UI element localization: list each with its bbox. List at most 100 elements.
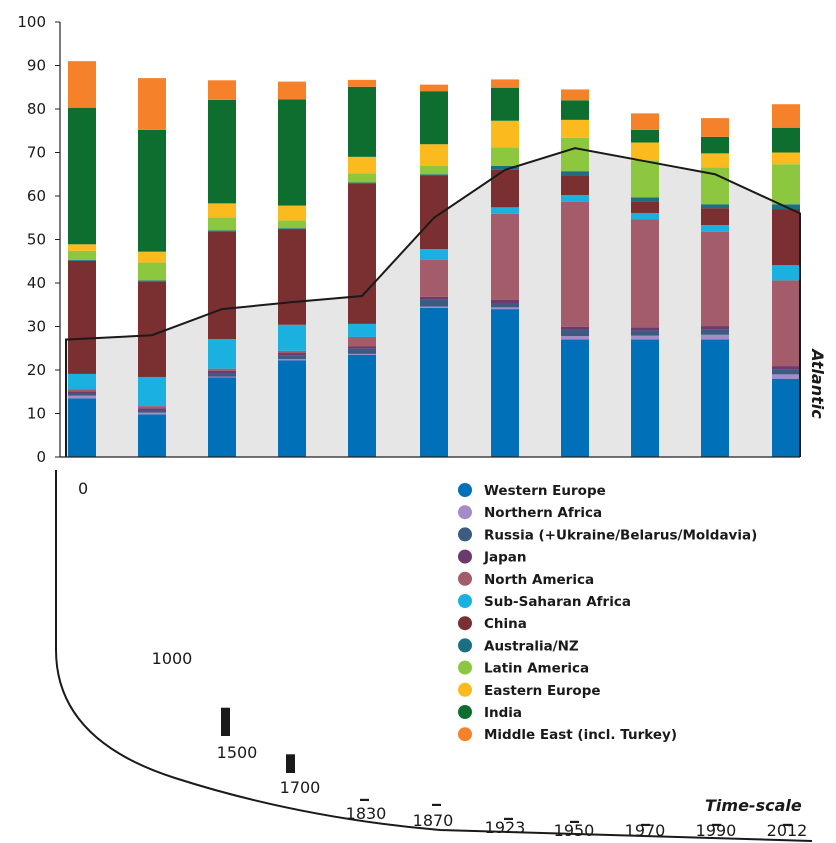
bar-segment — [348, 182, 376, 184]
bar-segment — [561, 137, 589, 172]
legend-swatch — [458, 571, 472, 586]
bar-segment — [348, 348, 376, 354]
bar-segment — [772, 164, 800, 205]
y-tick-label: 30 — [27, 318, 46, 336]
bar-segment — [561, 195, 589, 202]
bar-segment — [631, 160, 659, 198]
bar-segment — [701, 153, 729, 168]
bar-segment — [68, 393, 96, 396]
bar-segment — [631, 129, 659, 143]
legend-label: Sub-Saharan Africa — [484, 594, 631, 610]
bar-segment — [348, 346, 376, 349]
legend-swatch — [458, 527, 472, 542]
period-label: 1990 — [696, 821, 737, 840]
time-scale-bar — [641, 823, 650, 826]
y-tick-label: 70 — [27, 144, 46, 162]
bar-segment — [138, 410, 166, 413]
bar-segment — [208, 217, 236, 231]
bar-segment — [348, 353, 376, 355]
bar-segment — [420, 249, 448, 260]
legend-swatch — [458, 549, 472, 564]
bar-segment — [701, 231, 729, 327]
bar-segment — [278, 220, 306, 229]
bar-segment — [561, 119, 589, 138]
bar-segment — [420, 144, 448, 166]
bar-segment — [701, 339, 729, 457]
period-label: 1950 — [554, 821, 595, 840]
bar-segment — [491, 299, 519, 304]
bar-segment — [348, 183, 376, 324]
legend-swatch — [458, 594, 472, 608]
legend-label: Northern Africa — [484, 505, 602, 521]
legend-label: India — [484, 705, 522, 721]
bar-segment — [420, 299, 448, 307]
bar-segment — [208, 376, 236, 378]
bar-segment — [631, 212, 659, 220]
legend-label: Russia (+Ukraine/Belarus/Moldavia) — [484, 527, 757, 543]
bar-segment — [278, 359, 306, 361]
time-scale-bar — [221, 707, 230, 736]
bar-segment — [491, 213, 519, 300]
legend-swatch — [458, 660, 472, 675]
bar-segment — [348, 79, 376, 87]
bar-segment — [68, 61, 96, 108]
bar-segment — [68, 389, 96, 392]
bar-segment — [772, 280, 800, 367]
bar-segment — [491, 307, 519, 310]
bar-segment — [420, 306, 448, 308]
bar-segment — [772, 265, 800, 281]
bar-segment — [701, 326, 729, 330]
bar-segment — [491, 207, 519, 214]
y-tick-label: 100 — [17, 13, 46, 31]
time-scale-bar — [504, 817, 513, 820]
period-label: 1700 — [280, 778, 321, 797]
time-scale-bar — [286, 754, 295, 773]
bar-segment — [138, 412, 166, 415]
bar-segment — [138, 414, 166, 457]
bar-segment — [420, 296, 448, 300]
bar-segment — [348, 336, 376, 347]
bar-segment — [631, 330, 659, 336]
bar-segment — [701, 208, 729, 226]
bar-segment — [138, 280, 166, 282]
legend-swatch — [458, 727, 472, 742]
legend: Western Europe Northern Africa Russia (+Uk… — [458, 483, 757, 743]
bar-segment — [772, 366, 800, 370]
bar-segment — [348, 173, 376, 183]
bar-segment — [208, 80, 236, 100]
time-scale: 0 1000 1500 1700 1830 1870 1923 1950 1970 1990 201… — [55, 470, 813, 842]
legend-label: Latin America — [484, 661, 589, 677]
y-tick-label: 50 — [27, 231, 46, 249]
bar-segment — [278, 99, 306, 206]
legend-swatch — [458, 505, 472, 520]
bar-segment — [491, 309, 519, 457]
bar-segment — [631, 142, 659, 161]
legend-label: Eastern Europe — [484, 683, 601, 699]
legend-swatch — [458, 705, 472, 719]
bar-segment — [68, 259, 96, 261]
bar-segment — [278, 355, 306, 360]
bar-segment — [491, 79, 519, 88]
bar-segment — [68, 250, 96, 260]
time-scale-bar — [432, 803, 441, 806]
bar-segment — [772, 378, 800, 457]
bar-segment — [701, 136, 729, 154]
bar-segment — [772, 374, 800, 379]
bar-segment — [561, 171, 589, 176]
time-scale-bar — [783, 823, 792, 826]
bar-segment — [68, 107, 96, 245]
bar-segment — [631, 327, 659, 331]
bar-segment — [278, 229, 306, 325]
y-tick-label: 20 — [27, 361, 46, 379]
legend-label: Australia/NZ — [484, 638, 579, 654]
bar-segment — [701, 225, 729, 232]
bar-segment — [561, 89, 589, 101]
bar-segment — [208, 368, 236, 371]
bar-segment — [278, 350, 306, 354]
period-label: 1500 — [217, 743, 258, 762]
period-label: 0 — [78, 479, 88, 498]
bar-segment — [138, 281, 166, 377]
bar-segment — [208, 231, 236, 340]
bar-segment — [138, 408, 166, 411]
bar-segment — [772, 127, 800, 153]
